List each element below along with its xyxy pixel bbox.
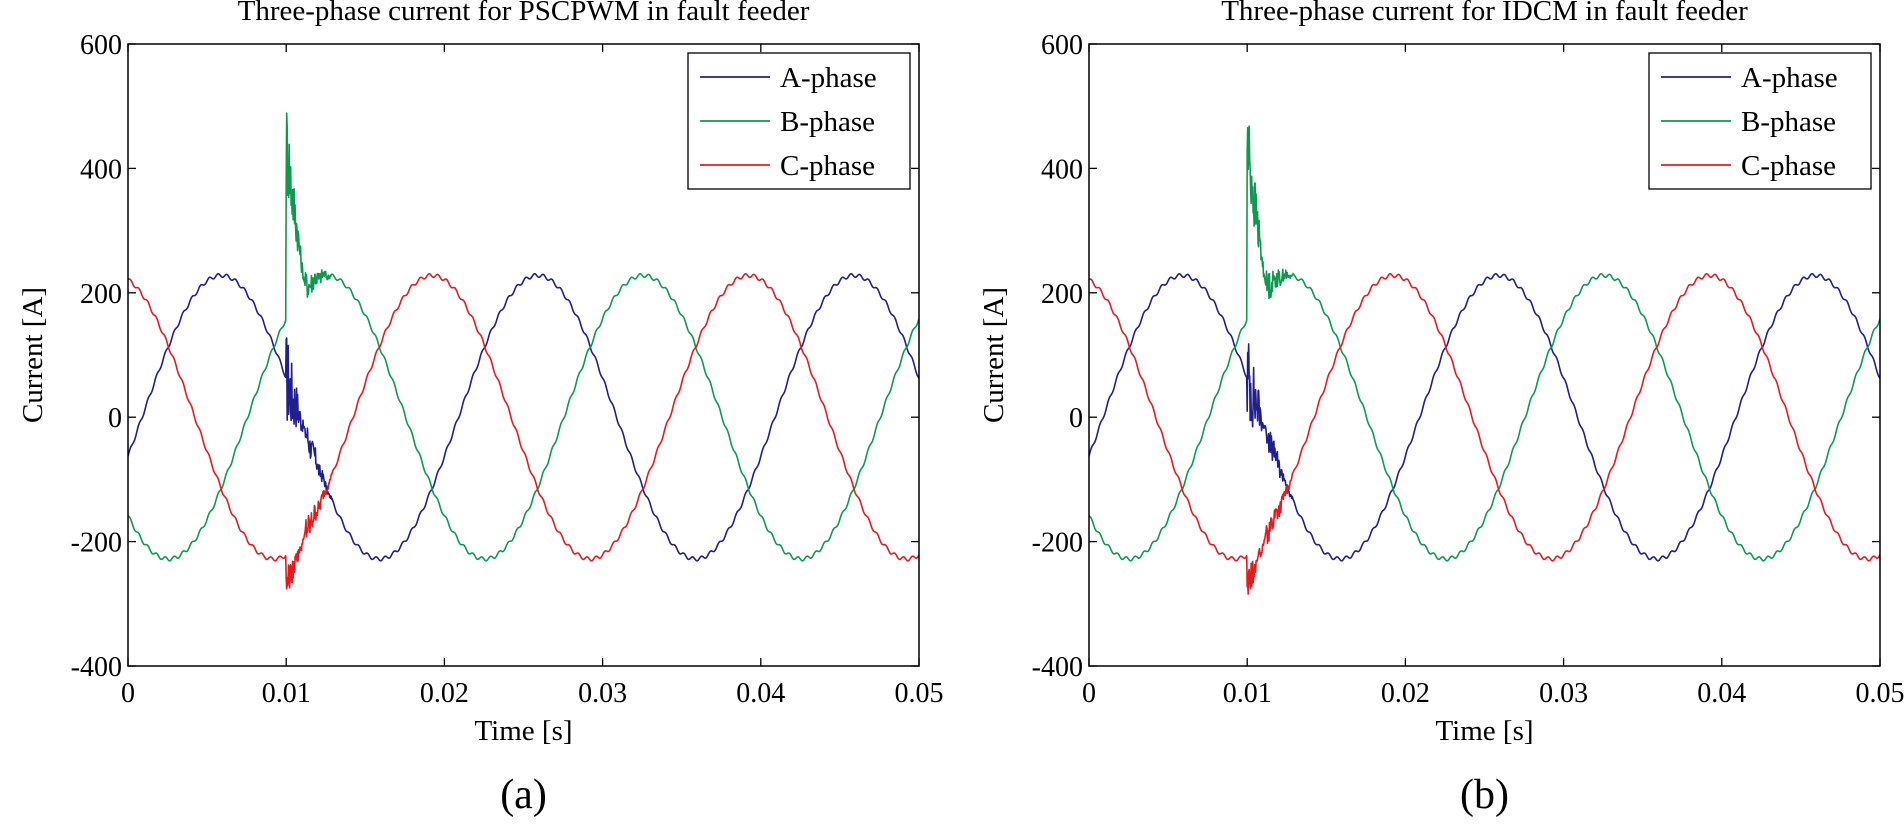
legend: A-phase B-phase C-phase [1648, 52, 1872, 190]
legend-label-a-phase: A-phase [1741, 62, 1838, 94]
x-tick-label: 0.05 [1856, 678, 1904, 709]
panel-label: (a) [500, 772, 547, 818]
y-tick-label: 0 [1069, 403, 1083, 434]
y-tick-label: -200 [71, 528, 122, 559]
y-tick-label: 200 [80, 279, 122, 310]
y-tick-label: 0 [108, 403, 122, 434]
chart-title: Three-phase current for PSCPWM in fault … [238, 0, 810, 27]
x-axis-label: Time [s] [1435, 715, 1533, 747]
y-tick-label: 200 [1041, 279, 1083, 310]
series-line-b-phase [128, 112, 919, 562]
x-tick-label: 0.03 [1539, 678, 1588, 709]
x-tick-label: 0.02 [420, 678, 469, 709]
x-tick-label: 0.02 [1381, 678, 1430, 709]
legend-label-a-phase: A-phase [780, 62, 877, 94]
x-tick-label: 0.03 [578, 678, 627, 709]
legend-label-b-phase: B-phase [1741, 106, 1836, 138]
y-axis-label: Current [A] [17, 287, 49, 423]
chart-title: Three-phase current for IDCM in fault fe… [1221, 0, 1748, 27]
y-tick-label: 400 [80, 154, 122, 185]
plot-frame [1088, 43, 1881, 667]
legend-label-c-phase: C-phase [1741, 150, 1836, 182]
x-axis-label: Time [s] [474, 715, 572, 747]
series-group [1089, 125, 1880, 595]
series-line-b-phase [1089, 125, 1880, 562]
y-tick-label: -400 [71, 652, 122, 683]
x-tick-label: 0.01 [262, 678, 311, 709]
y-axis-label: Current [A] [978, 287, 1010, 423]
series-group [128, 112, 919, 590]
series-line-a-phase [1089, 272, 1880, 562]
y-tick-label: 400 [1041, 154, 1083, 185]
series-line-a-phase [128, 272, 919, 562]
plot-frame [127, 43, 920, 667]
y-tick-label: -400 [1032, 652, 1083, 683]
legend: A-phase B-phase C-phase [687, 52, 911, 190]
panel-label: (b) [1460, 772, 1509, 818]
x-tick-label: 0.05 [895, 678, 944, 709]
series-line-c-phase [1089, 272, 1880, 595]
chart-panel-b: Three-phase current for IDCM in fault fe… [978, 0, 1904, 818]
series-line-c-phase [128, 272, 919, 590]
y-tick-label: -200 [1032, 528, 1083, 559]
y-tick-label: 600 [80, 30, 122, 61]
x-tick-label: 0.04 [1697, 678, 1746, 709]
x-tick-label: 0 [121, 678, 135, 709]
legend-label-b-phase: B-phase [780, 106, 875, 138]
chart-panel-a: Three-phase current for PSCPWM in fault … [17, 0, 944, 818]
legend-label-c-phase: C-phase [780, 150, 875, 182]
x-tick-label: 0 [1082, 678, 1096, 709]
x-tick-label: 0.04 [736, 678, 785, 709]
x-tick-label: 0.01 [1223, 678, 1272, 709]
y-tick-label: 600 [1041, 30, 1083, 61]
